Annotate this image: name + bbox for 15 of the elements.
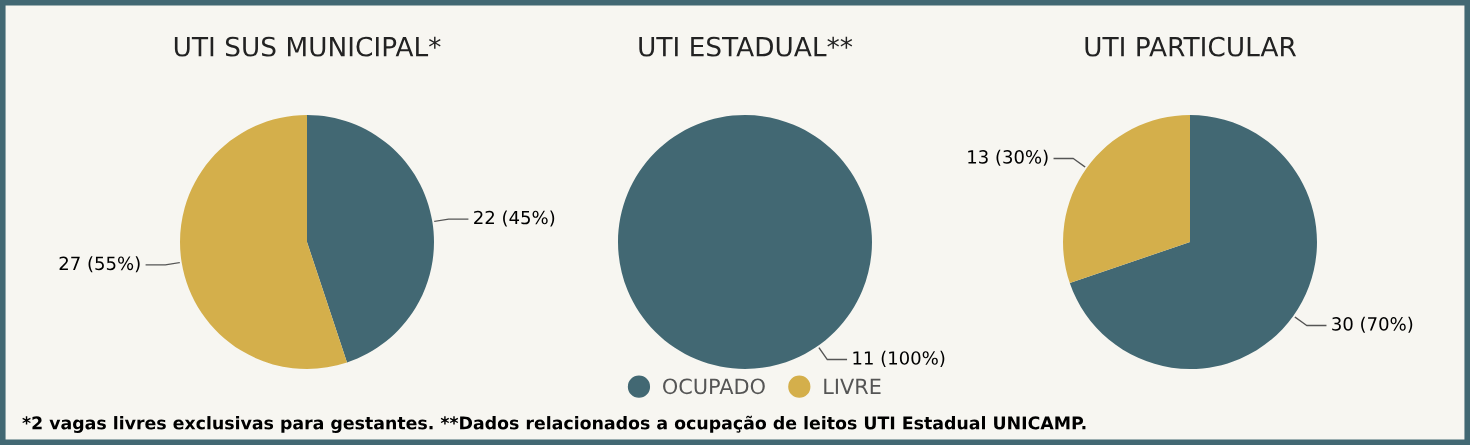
pie-slice	[1063, 115, 1190, 284]
text: *2 vagas livres exclusivas para gestantes. **Dados relacionados a ocupação de leitos UTI Estadual UNICAMP.	[22, 415, 1086, 433]
legend-label: OCUPADO	[663, 378, 765, 395]
data-label: 27 (55%)	[59, 256, 140, 273]
chart-title: UTI PARTICULAR	[1085, 36, 1297, 57]
data-label: 13 (30%)	[968, 149, 1048, 166]
pie-slice	[307, 115, 434, 363]
chart-title: UTI ESTADUAL**	[639, 36, 853, 57]
legend-label: LIVRE	[824, 378, 881, 394]
data-label: 11 (100%)	[853, 350, 945, 367]
pie-slice	[180, 115, 348, 369]
pie-slice	[1069, 115, 1317, 369]
chart-title: UTI SUS MUNICIPAL*	[174, 36, 441, 57]
data-label: 22 (45%)	[474, 210, 555, 227]
data-label: 30 (70%)	[1332, 316, 1413, 333]
